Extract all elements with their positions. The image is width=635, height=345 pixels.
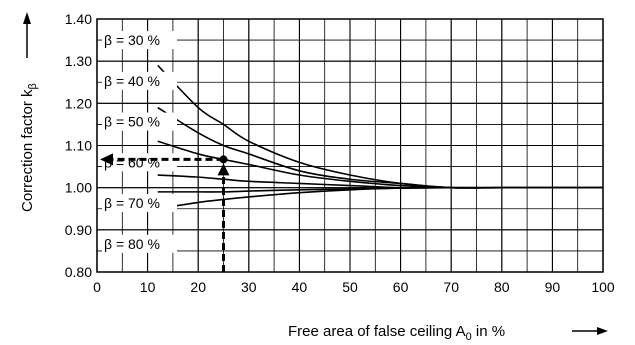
x-axis-title-unit: in %	[472, 323, 505, 340]
series-label-6: β = 80 %	[104, 236, 160, 252]
series-label-5: β = 70 %	[104, 195, 160, 211]
series-label-bg-2	[102, 71, 177, 90]
x-tick-label: 80	[494, 279, 510, 295]
series-label-1: β = 30 %	[104, 32, 160, 48]
y-axis-title: Correction factor kβ	[19, 83, 39, 212]
y-tick-label: 1.10	[65, 138, 92, 154]
series-label-bg-4	[102, 153, 177, 172]
series-label-2: β = 40 %	[104, 73, 160, 89]
series-label-bg-5	[102, 194, 177, 213]
series-label-bg-3	[102, 112, 177, 131]
x-tick-label: 100	[591, 279, 615, 295]
x-tick-label: 30	[241, 279, 257, 295]
y-tick-label: 0.90	[65, 222, 92, 238]
y-tick-label: 1.30	[65, 53, 92, 69]
y-tick-labels: 0.80 0.90 1.00 1.10 1.20 1.30 1.40	[65, 11, 92, 280]
y-axis-title-sub: β	[27, 83, 39, 89]
y-tick-label: 1.20	[65, 95, 92, 111]
x-tick-label: 50	[342, 279, 358, 295]
series-label-3: β = 50 %	[104, 114, 160, 130]
example-annotation	[100, 153, 230, 272]
x-tick-label: 40	[292, 279, 308, 295]
series-label-bg-1	[102, 31, 177, 50]
x-tick-label: 10	[140, 279, 156, 295]
x-tick-label: 90	[545, 279, 561, 295]
plot-frame	[96, 18, 604, 273]
series-line-2	[157, 106, 603, 189]
y-tick-label: 1.40	[65, 11, 92, 27]
example-up-arrowhead	[217, 163, 230, 176]
x-tick-label: 70	[443, 279, 459, 295]
x-tick-label: 60	[393, 279, 409, 295]
x-tick-labels: 0 10 20 30 40 50 60 70 80 90 100	[93, 279, 615, 295]
x-axis-arrow	[572, 327, 608, 335]
x-axis-title-sub: 0	[466, 331, 472, 343]
series-line-6	[157, 186, 603, 210]
example-left-arrowhead	[100, 153, 113, 166]
x-axis-title-main: Free area of false ceiling A	[288, 323, 466, 340]
y-axis-title-main: Correction factor k	[19, 89, 36, 212]
x-tick-label: 20	[190, 279, 206, 295]
y-axis-arrow	[23, 12, 31, 58]
y-tick-label: 1.00	[65, 180, 92, 196]
x-axis-title: Free area of false ceiling A0 in %	[288, 323, 505, 343]
series-label-bg-6	[102, 234, 177, 253]
y-tick-label: 0.80	[65, 264, 92, 280]
series-label-boxes: β = 30 %β = 40 %β = 50 %β = 60 %β = 70 %…	[102, 31, 177, 253]
x-tick-label: 0	[93, 279, 101, 295]
example-point	[219, 155, 228, 164]
